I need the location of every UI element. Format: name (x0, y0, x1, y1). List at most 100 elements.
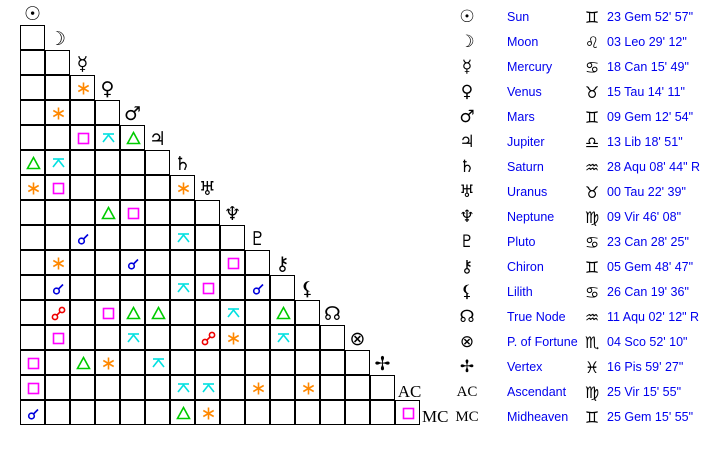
aspect-cell (245, 300, 270, 325)
aspect-cell (195, 225, 220, 250)
quincunx-icon (52, 158, 65, 168)
planet-name: Sun (507, 10, 530, 24)
pluto-icon: ♇ (459, 232, 475, 252)
aspect-cell (195, 250, 220, 275)
aspect-cell (245, 275, 270, 300)
planet-name: Jupiter (507, 135, 545, 149)
square-icon (27, 382, 40, 395)
aspect-cell (145, 400, 170, 425)
planet-position: 16 Pis 59' 27" (607, 360, 684, 374)
aspect-cell (95, 125, 120, 150)
aspect-cell (45, 375, 70, 400)
planet-name: Saturn (507, 160, 544, 174)
midheaven-icon: MC (455, 409, 479, 425)
moon-icon: ☽ (459, 32, 475, 52)
aspect-cell (345, 375, 370, 400)
grid-ascendant-icon: AC (397, 382, 422, 401)
gemini-icon: ♊ (584, 8, 600, 27)
aspect-cell (95, 150, 120, 175)
aspect-cell (20, 50, 45, 75)
lilith-icon: ⚸ (460, 282, 474, 302)
grid-moon-icon: ☽ (48, 28, 67, 50)
aspect-cell (320, 375, 345, 400)
aspect-cell (20, 225, 45, 250)
sextile-icon (77, 82, 90, 95)
cancer-icon: ♋ (584, 58, 600, 77)
aspect-cell (220, 300, 245, 325)
grid-lilith-icon: ⚸ (300, 278, 315, 300)
planet-name: Uranus (507, 185, 548, 199)
square-icon (27, 357, 40, 370)
trine-icon (176, 405, 191, 420)
planet-position: 25 Gem 15' 55" (607, 410, 694, 424)
aspect-cell (20, 400, 45, 425)
aspect-cell (20, 300, 45, 325)
trine-icon (126, 130, 141, 145)
quincunx-icon (177, 283, 190, 293)
aspect-cell (145, 200, 170, 225)
aspect-cell (45, 250, 70, 275)
planet-position: 00 Tau 22' 39" (607, 185, 686, 199)
planet-position: 04 Sco 52' 10" (607, 335, 688, 349)
aspect-cell (45, 325, 70, 350)
chiron-icon: ⚷ (460, 257, 474, 277)
aspect-cell (70, 225, 95, 250)
aspect-cell (120, 350, 145, 375)
sun-icon: ☉ (459, 7, 475, 27)
aspect-cell (270, 325, 295, 350)
sextile-icon (302, 382, 315, 395)
planet-position: 09 Vir 46' 08" (607, 210, 682, 224)
aspect-cell (145, 275, 170, 300)
aspect-cell (270, 350, 295, 375)
aspect-cell (245, 250, 270, 275)
aspect-cell (120, 125, 145, 150)
aspect-cell (145, 175, 170, 200)
aspect-cell (70, 75, 95, 100)
aspect-cell (270, 400, 295, 425)
aspect-cell (70, 200, 95, 225)
planet-name: Neptune (507, 210, 555, 224)
aspect-cell (295, 325, 320, 350)
planet-name: Pluto (507, 235, 536, 249)
quincunx-icon (177, 383, 190, 393)
grid-saturn-icon: ♄ (173, 153, 192, 175)
aspect-cell (45, 275, 70, 300)
opposition-icon (201, 331, 216, 346)
quincunx-icon (227, 308, 240, 318)
vertex-icon: ✢ (459, 357, 475, 377)
aspect-cell (95, 325, 120, 350)
grid-mercury-icon: ☿ (76, 53, 89, 75)
aspect-cell (120, 325, 145, 350)
quincunx-icon (102, 133, 115, 143)
planet-position: 23 Can 28' 25" (607, 235, 689, 249)
planet-name: Chiron (507, 260, 544, 274)
aspect-cell (70, 250, 95, 275)
sextile-icon (102, 357, 115, 370)
sextile-icon (252, 382, 265, 395)
grid-north-node-icon: ☊ (324, 303, 341, 325)
sextile-icon (177, 182, 190, 195)
sextile-icon (27, 182, 40, 195)
grid-mars-icon: ♂ (123, 103, 142, 125)
planet-name: True Node (507, 310, 566, 324)
grid-jupiter-icon: ♃ (148, 128, 167, 150)
planet-name: Moon (507, 35, 539, 49)
taurus-icon: ♉ (584, 183, 600, 202)
aspect-cell (295, 300, 320, 325)
grid-midheaven-icon: MC (422, 407, 449, 426)
aspect-cell (70, 175, 95, 200)
aspect-cell (220, 350, 245, 375)
conjunction-icon (252, 283, 264, 295)
aspect-cell (70, 300, 95, 325)
grid-pluto-icon: ♇ (248, 228, 267, 250)
sextile-icon (202, 407, 215, 420)
planet-position: 11 Aqu 02' 12" R (607, 310, 700, 324)
aspect-cell (170, 200, 195, 225)
aspect-cell (345, 400, 370, 425)
gemini-icon: ♊ (584, 258, 600, 277)
grid-neptune-icon: ♆ (223, 203, 242, 225)
aspect-cell (95, 225, 120, 250)
square-icon (102, 307, 115, 320)
aspect-cell (95, 175, 120, 200)
aspect-cell (120, 300, 145, 325)
